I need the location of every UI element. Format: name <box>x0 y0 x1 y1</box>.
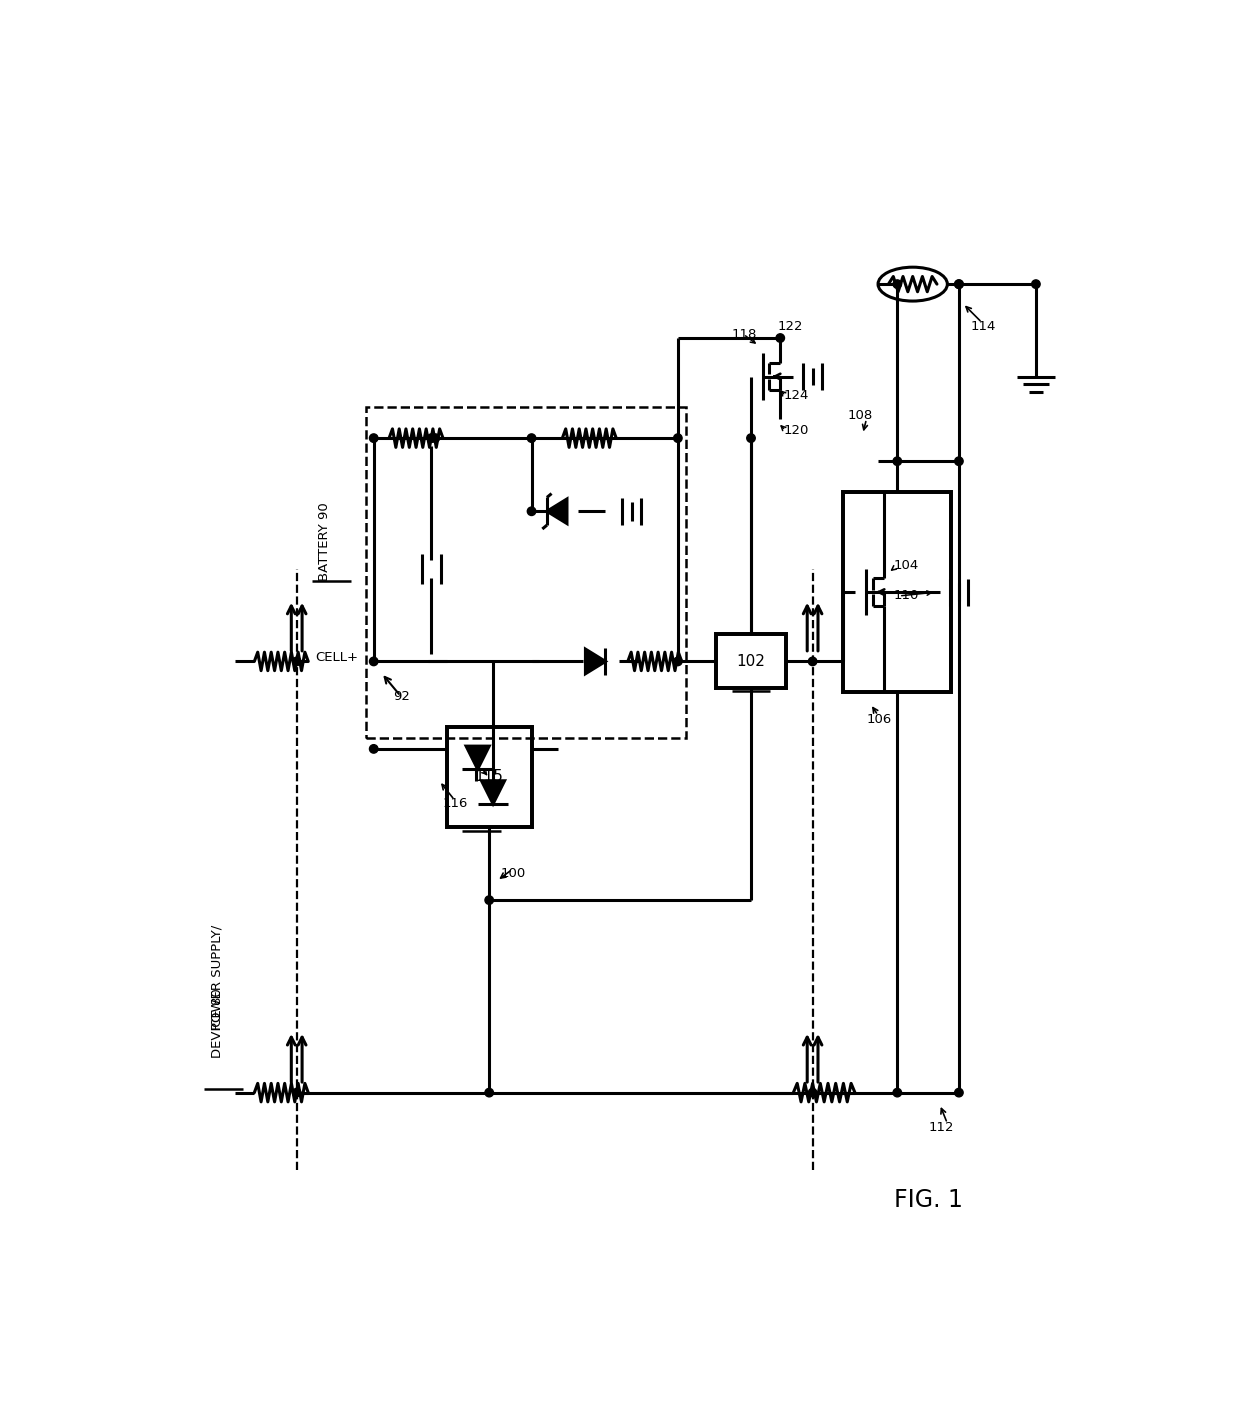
Circle shape <box>370 434 378 442</box>
Text: 124: 124 <box>784 390 808 403</box>
Circle shape <box>485 896 494 905</box>
Bar <box>843 492 951 692</box>
Polygon shape <box>481 781 505 804</box>
Circle shape <box>955 1089 963 1098</box>
Polygon shape <box>585 649 605 674</box>
Circle shape <box>370 744 378 753</box>
Text: CELL+: CELL+ <box>315 651 358 664</box>
Circle shape <box>527 434 536 442</box>
Text: BATTERY 90: BATTERY 90 <box>319 503 331 581</box>
Polygon shape <box>547 499 567 523</box>
Bar <box>366 407 686 739</box>
Polygon shape <box>466 746 490 769</box>
Text: 106: 106 <box>867 713 892 726</box>
Circle shape <box>293 657 301 665</box>
Circle shape <box>893 457 901 465</box>
Circle shape <box>428 434 435 442</box>
Circle shape <box>746 434 755 442</box>
Text: FIG. 1: FIG. 1 <box>894 1188 962 1212</box>
Bar <box>717 634 786 688</box>
Circle shape <box>1032 279 1040 288</box>
Text: 116: 116 <box>443 797 469 810</box>
Text: 122: 122 <box>777 320 804 333</box>
Circle shape <box>776 333 785 342</box>
Circle shape <box>955 457 963 465</box>
Text: POWER SUPPLY/: POWER SUPPLY/ <box>211 925 223 1029</box>
Text: 104: 104 <box>894 559 919 571</box>
Text: 115: 115 <box>475 770 503 784</box>
Text: 114: 114 <box>971 320 996 333</box>
Circle shape <box>527 508 536 516</box>
Circle shape <box>893 279 901 288</box>
Circle shape <box>893 1089 901 1098</box>
Circle shape <box>955 279 963 288</box>
Circle shape <box>673 434 682 442</box>
Text: DEVICE 80: DEVICE 80 <box>211 988 223 1058</box>
Text: 108: 108 <box>847 408 873 421</box>
Circle shape <box>808 1089 817 1098</box>
Circle shape <box>955 279 963 288</box>
Text: 112: 112 <box>928 1120 954 1134</box>
Text: 102: 102 <box>737 654 765 669</box>
Circle shape <box>432 434 439 442</box>
Text: 118: 118 <box>732 328 758 340</box>
Text: 110: 110 <box>894 590 919 603</box>
Text: 92: 92 <box>393 689 410 702</box>
Text: 100: 100 <box>501 866 526 879</box>
Bar <box>446 727 532 827</box>
Circle shape <box>485 1089 494 1098</box>
Circle shape <box>808 657 817 665</box>
Circle shape <box>293 1089 301 1098</box>
Circle shape <box>370 657 378 665</box>
Text: 120: 120 <box>784 424 808 437</box>
Circle shape <box>673 657 682 665</box>
